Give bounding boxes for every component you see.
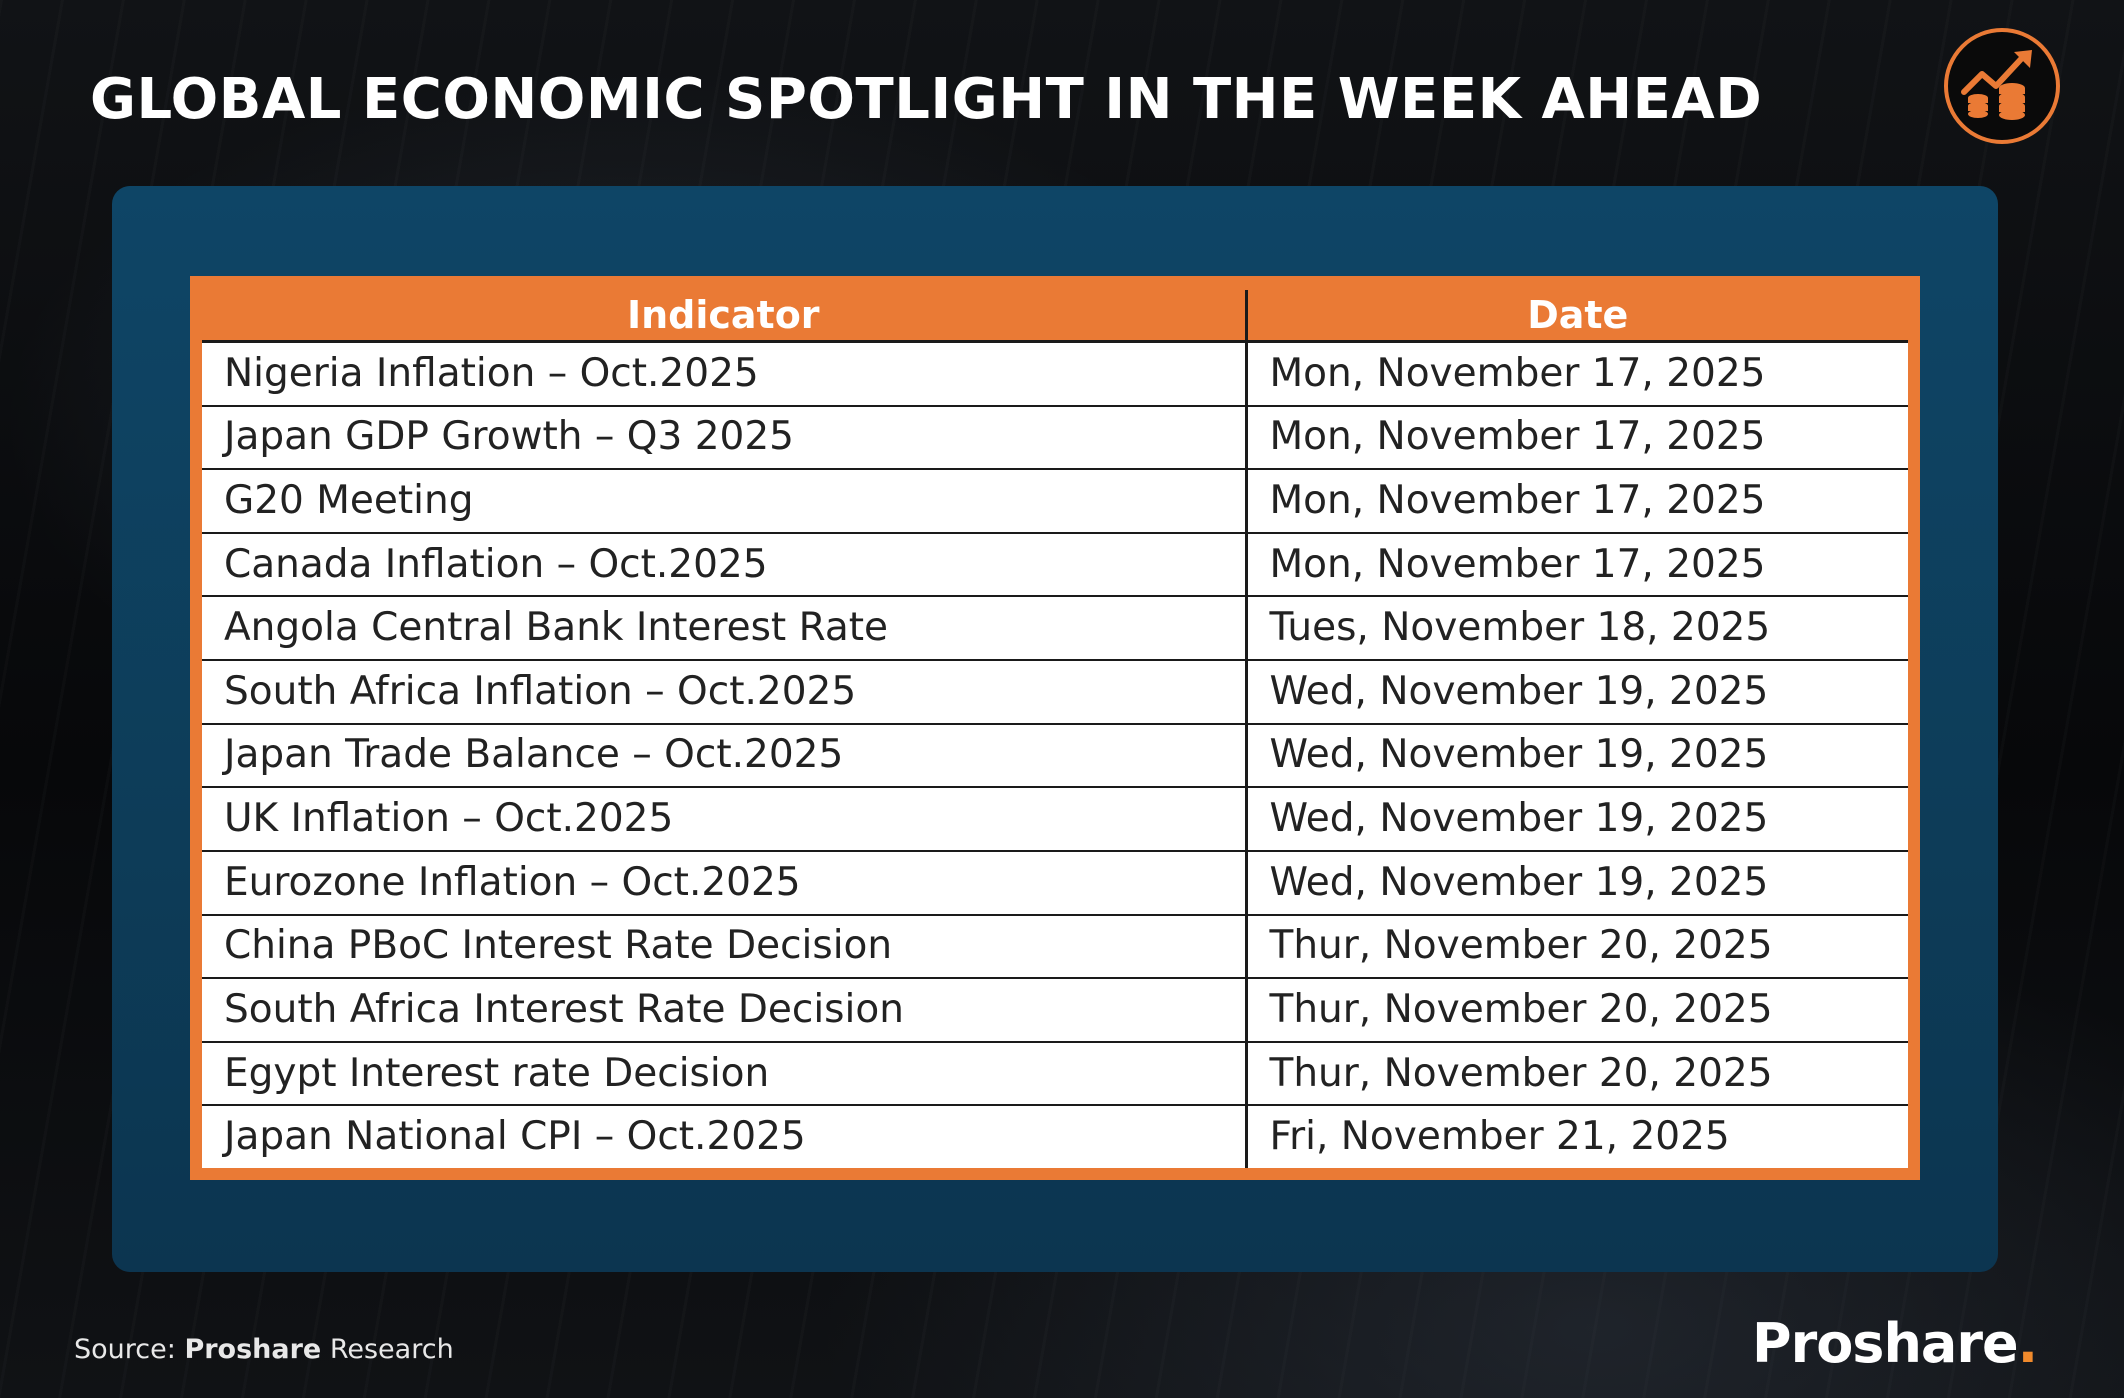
date-cell: Mon, November 17, 2025 bbox=[1244, 532, 1908, 598]
source-note: Source: Proshare Research bbox=[74, 1334, 454, 1365]
table-row: Egypt Interest rate Decision Thur, Novem… bbox=[202, 1041, 1908, 1107]
table-row: Japan National CPI – Oct.2025 Fri, Novem… bbox=[202, 1105, 1908, 1168]
page-title: GLOBAL ECONOMIC SPOTLIGHT IN THE WEEK AH… bbox=[90, 67, 1763, 132]
date-cell: Wed, November 19, 2025 bbox=[1244, 850, 1908, 916]
date-cell: Tues, November 18, 2025 bbox=[1244, 596, 1908, 662]
indicator-cell: Egypt Interest rate Decision bbox=[202, 1041, 1246, 1107]
indicator-cell: Japan Trade Balance – Oct.2025 bbox=[202, 723, 1246, 789]
date-cell: Wed, November 19, 2025 bbox=[1244, 660, 1908, 725]
table-row: South Africa Inflation – Oct.2025 Wed, N… bbox=[202, 660, 1908, 725]
date-cell: Wed, November 19, 2025 bbox=[1244, 723, 1908, 789]
indicator-cell: South Africa Inflation – Oct.2025 bbox=[202, 660, 1246, 725]
brand-name: Proshare bbox=[1752, 1312, 2019, 1375]
table-frame: Indicator Date Nigeria Inflation – Oct.2… bbox=[190, 276, 1920, 1180]
brand-logo: Proshare. bbox=[1752, 1312, 2038, 1375]
date-cell: Mon, November 17, 2025 bbox=[1244, 469, 1908, 534]
indicator-cell: G20 Meeting bbox=[202, 469, 1246, 534]
table-row: Japan GDP Growth – Q3 2025 Mon, November… bbox=[202, 405, 1908, 471]
date-cell: Thur, November 20, 2025 bbox=[1244, 978, 1908, 1043]
indicator-cell: UK Inflation – Oct.2025 bbox=[202, 787, 1246, 852]
brand-dot: . bbox=[2017, 1312, 2038, 1375]
date-cell: Fri, November 21, 2025 bbox=[1244, 1105, 1908, 1168]
indicator-cell: China PBoC Interest Rate Decision bbox=[202, 914, 1246, 980]
source-name: Proshare bbox=[184, 1334, 322, 1365]
indicator-cell: Nigeria Inflation – Oct.2025 bbox=[202, 341, 1246, 407]
table-row: UK Inflation – Oct.2025 Wed, November 19… bbox=[202, 787, 1908, 852]
table-row: Canada Inflation – Oct.2025 Mon, Novembe… bbox=[202, 532, 1908, 598]
indicator-cell: Eurozone Inflation – Oct.2025 bbox=[202, 850, 1246, 916]
source-label: Source: bbox=[74, 1334, 176, 1365]
indicator-cell: South Africa Interest Rate Decision bbox=[202, 978, 1246, 1043]
table-row: Angola Central Bank Interest Rate Tues, … bbox=[202, 596, 1908, 662]
indicator-cell: Canada Inflation – Oct.2025 bbox=[202, 532, 1246, 598]
date-cell: Thur, November 20, 2025 bbox=[1244, 914, 1908, 980]
table-row: China PBoC Interest Rate Decision Thur, … bbox=[202, 914, 1908, 980]
table-row: Nigeria Inflation – Oct.2025 Mon, Novemb… bbox=[202, 341, 1908, 407]
table-row: Japan Trade Balance – Oct.2025 Wed, Nove… bbox=[202, 723, 1908, 789]
indicator-cell: Angola Central Bank Interest Rate bbox=[202, 596, 1246, 662]
date-cell: Mon, November 17, 2025 bbox=[1244, 405, 1908, 471]
table-row: Eurozone Inflation – Oct.2025 Wed, Novem… bbox=[202, 850, 1908, 916]
date-cell: Wed, November 19, 2025 bbox=[1244, 787, 1908, 852]
indicator-table: Indicator Date Nigeria Inflation – Oct.2… bbox=[202, 290, 1908, 1168]
chart-growth-coins-icon bbox=[1944, 28, 2060, 144]
table-header-row: Indicator Date bbox=[202, 290, 1908, 343]
table-row: South Africa Interest Rate Decision Thur… bbox=[202, 978, 1908, 1043]
table-row: G20 Meeting Mon, November 17, 2025 bbox=[202, 469, 1908, 534]
source-suffix: Research bbox=[329, 1334, 454, 1365]
date-cell: Mon, November 17, 2025 bbox=[1244, 341, 1908, 407]
indicator-cell: Japan National CPI – Oct.2025 bbox=[202, 1105, 1246, 1168]
column-header-date: Date bbox=[1244, 290, 1908, 343]
indicator-cell: Japan GDP Growth – Q3 2025 bbox=[202, 405, 1246, 471]
date-cell: Thur, November 20, 2025 bbox=[1244, 1041, 1908, 1107]
column-header-indicator: Indicator bbox=[202, 290, 1246, 343]
